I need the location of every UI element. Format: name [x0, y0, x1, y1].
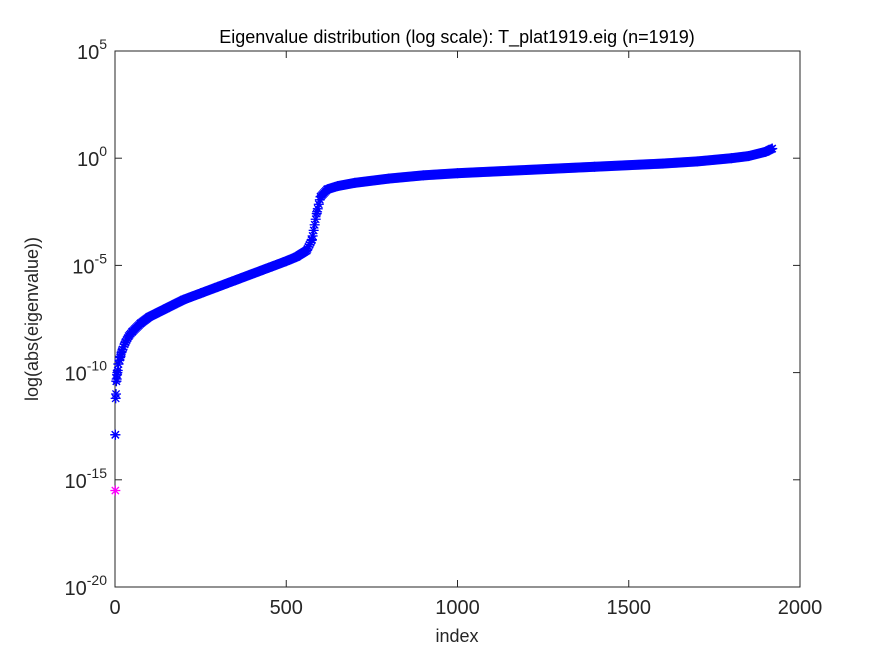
x-axis-label: index	[435, 626, 478, 646]
data-point	[110, 485, 121, 496]
y-tick-label: 105	[77, 36, 107, 64]
y-axis-label: log(abs(eigenvalue))	[22, 237, 42, 401]
y-tick-base: 10	[65, 471, 87, 493]
data-point	[110, 429, 121, 440]
x-tick-label: 1500	[607, 597, 652, 619]
y-tick-exponent: 5	[99, 36, 107, 52]
y-tick-base: 10	[65, 578, 87, 600]
x-tick-label: 2000	[778, 597, 823, 619]
y-tick-exponent: -5	[95, 250, 108, 266]
y-tick-exponent: -10	[87, 358, 107, 374]
y-tick-label: 10-5	[72, 250, 107, 278]
data-point	[111, 376, 122, 387]
y-tick-base: 10	[77, 42, 99, 64]
x-tick-label: 0	[109, 597, 120, 619]
y-tick-label: 100	[77, 143, 107, 171]
x-axis-ticks: 0 500 1000 1500 2000	[109, 51, 822, 619]
data-point	[112, 367, 123, 378]
data-point	[115, 351, 126, 362]
y-tick-label: 10-10	[65, 358, 108, 386]
y-tick-label: 10-20	[65, 572, 108, 600]
y-tick-base: 10	[77, 149, 99, 171]
data-points	[110, 143, 778, 496]
x-tick-label: 1000	[435, 597, 480, 619]
data-point	[111, 389, 122, 400]
y-tick-exponent: -20	[87, 572, 107, 588]
y-tick-exponent: 0	[99, 143, 107, 159]
data-point	[766, 143, 777, 154]
data-point	[311, 208, 322, 219]
chart-title: Eigenvalue distribution (log scale): T_p…	[219, 27, 694, 48]
y-tick-label: 10-15	[65, 465, 108, 493]
y-tick-base: 10	[65, 364, 87, 386]
x-tick-label: 500	[270, 597, 303, 619]
y-tick-base: 10	[72, 256, 94, 278]
y-tick-exponent: -15	[87, 465, 107, 481]
